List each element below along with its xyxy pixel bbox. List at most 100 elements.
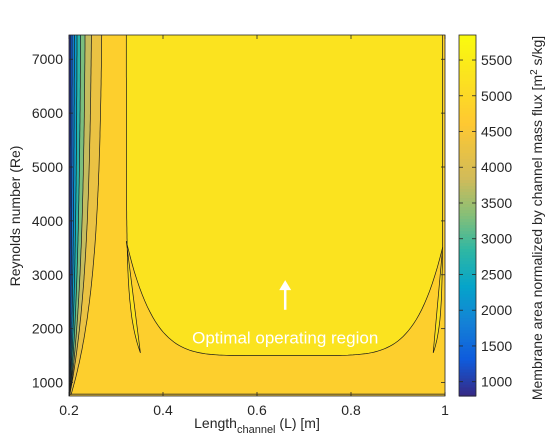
colorbar-segment — [459, 374, 476, 379]
colorbar-segment — [459, 371, 476, 376]
annotation-text: Optimal operating region — [192, 329, 378, 348]
colorbar-segment — [459, 278, 476, 283]
colorbar-tick-label: 1500 — [481, 338, 512, 354]
y-tick-label: 4000 — [32, 213, 63, 229]
y-tick-label: 7000 — [32, 51, 63, 67]
colorbar-tick-label: 2500 — [481, 266, 512, 282]
colorbar-segment — [459, 317, 476, 322]
colorbar-segment — [459, 125, 476, 129]
colorbar-segment — [459, 53, 476, 57]
colorbar-segment — [459, 167, 476, 171]
colorbar-segment — [459, 233, 476, 238]
colorbar-segment — [459, 38, 476, 42]
colorbar-segment — [459, 380, 476, 385]
colorbar: 1000 1500 2000 2500 3000 3500 4000 4500 5000 5500 — [458, 34, 512, 397]
colorbar-tick-label: 3000 — [481, 231, 512, 247]
colorbar-tick-label: 2000 — [481, 302, 512, 318]
y-axis: 1000 2000 3000 4000 5000 6000 7000 — [32, 51, 445, 391]
colorbar-segment — [459, 197, 476, 202]
colorbar-segment — [459, 251, 476, 256]
colorbar-segment — [459, 209, 476, 214]
colorbar-segment — [459, 359, 476, 364]
colorbar-segment — [459, 122, 476, 126]
x-tick-label: 0.6 — [247, 402, 267, 418]
colorbar-segment — [459, 107, 476, 111]
colorbar-segment — [459, 308, 476, 313]
colorbar-segment — [459, 392, 476, 397]
colorbar-segment — [459, 356, 476, 361]
colorbar-tick-label: 5500 — [481, 52, 512, 68]
colorbar-segment — [459, 191, 476, 196]
colorbar-segment — [459, 347, 476, 352]
colorbar-tick-label: 4500 — [481, 124, 512, 140]
y-tick-label: 3000 — [32, 267, 63, 283]
colorbar-segment — [459, 389, 476, 394]
colorbar-segment — [459, 56, 476, 60]
colorbar-segment — [459, 110, 476, 114]
colorbar-segment — [459, 275, 476, 280]
colorbar-segment — [459, 284, 476, 289]
colorbar-segment — [459, 236, 476, 241]
colorbar-tick-label: 1000 — [481, 374, 512, 390]
colorbar-segment — [459, 302, 476, 307]
colorbar-segment — [459, 320, 476, 325]
colorbar-segment — [459, 140, 476, 144]
colorbar-segment — [459, 173, 476, 177]
colorbar-segment — [459, 335, 476, 340]
colorbar-segment — [459, 206, 476, 211]
colorbar-segment — [459, 200, 476, 205]
colorbar-segment — [459, 155, 476, 159]
colorbar-segment — [459, 269, 476, 274]
colorbar-segment — [459, 62, 476, 66]
colorbar-segment — [459, 281, 476, 286]
colorbar-segment — [459, 287, 476, 292]
colorbar-segment — [459, 350, 476, 355]
colorbar-segment — [459, 101, 476, 105]
colorbar-segment — [459, 98, 476, 102]
colorbar-segment — [459, 86, 476, 90]
colorbar-segment — [459, 152, 476, 156]
colorbar-segment — [459, 242, 476, 247]
x-tick-label: 0.4 — [153, 402, 173, 418]
colorbar-segment — [459, 344, 476, 349]
colorbar-segment — [459, 224, 476, 229]
colorbar-segment — [459, 146, 476, 150]
colorbar-segment — [459, 254, 476, 259]
colorbar-segment — [459, 188, 476, 193]
x-tick-label: 0.2 — [59, 402, 79, 418]
colorbar-segment — [459, 185, 476, 190]
colorbar-segment — [459, 299, 476, 304]
colorbar-segment — [459, 113, 476, 117]
colorbar-segment — [459, 134, 476, 138]
colorbar-segment — [459, 212, 476, 217]
colorbar-segment — [459, 314, 476, 319]
colorbar-segment — [459, 230, 476, 235]
colorbar-segment — [459, 104, 476, 108]
colorbar-segment — [459, 89, 476, 93]
colorbar-segment — [459, 47, 476, 51]
colorbar-segment — [459, 149, 476, 153]
colorbar-segment — [459, 131, 476, 135]
y-axis-label: Reynolds number (Re) — [7, 146, 23, 287]
annotation-arrow-head — [279, 280, 292, 291]
x-tick-label: 0.8 — [341, 402, 361, 418]
colorbar-segment — [459, 272, 476, 277]
colorbar-segment — [459, 245, 476, 250]
colorbar-segment — [459, 59, 476, 63]
colorbar-segment — [459, 221, 476, 226]
colorbar-segment — [459, 95, 476, 99]
colorbar-segment — [459, 80, 476, 84]
colorbar-segment — [459, 368, 476, 373]
colorbar-segment — [459, 41, 476, 45]
colorbar-segment — [459, 74, 476, 78]
colorbar-segment — [459, 323, 476, 328]
colorbar-segment — [459, 293, 476, 298]
colorbar-segment — [459, 92, 476, 96]
colorbar-segment — [459, 182, 476, 187]
colorbar-segment — [459, 194, 476, 199]
annotation: Optimal operating region — [192, 280, 378, 348]
colorbar-segment — [459, 341, 476, 346]
colorbar-segment — [459, 179, 476, 184]
colorbar-segment — [459, 137, 476, 141]
colorbar-segment — [459, 386, 476, 391]
